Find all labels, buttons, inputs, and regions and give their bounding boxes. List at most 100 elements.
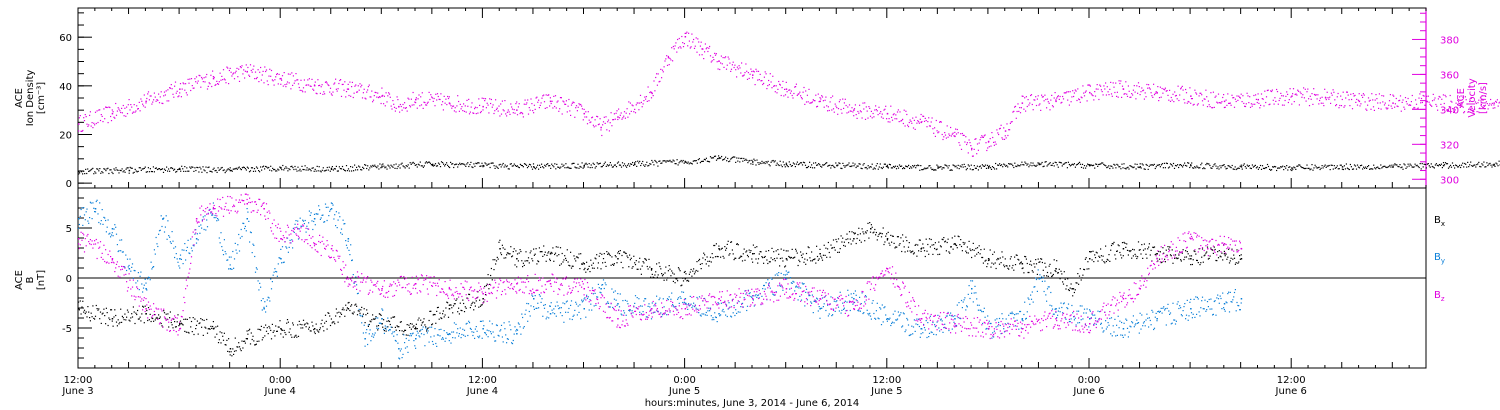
velocity-series-point xyxy=(1120,80,1122,82)
velocity-series-point xyxy=(795,83,797,85)
density-series-point xyxy=(295,168,297,170)
density-series-point xyxy=(634,162,636,164)
density-series-point xyxy=(1403,163,1405,165)
velocity-series-point xyxy=(1297,90,1300,92)
density-series-point xyxy=(1196,165,1198,167)
velocity-tick-label: 360 xyxy=(1440,70,1459,81)
velocity-series-point xyxy=(784,88,786,90)
density-series-point xyxy=(691,163,693,165)
velocity-series-point xyxy=(846,112,848,114)
velocity-series-point xyxy=(371,90,373,92)
velocity-series-point xyxy=(174,81,177,83)
density-series-point xyxy=(1280,166,1282,168)
velocity-series-point xyxy=(454,107,456,109)
velocity-series-point xyxy=(814,100,816,102)
velocity-series-point xyxy=(264,66,266,68)
velocity-series-point xyxy=(979,139,981,141)
velocity-series-point xyxy=(275,76,277,78)
velocity-series-point xyxy=(377,97,380,99)
density-series-point xyxy=(1202,168,1204,170)
velocity-series-point xyxy=(1099,84,1101,86)
density-series-point xyxy=(508,168,510,170)
velocity-series-point xyxy=(574,116,576,118)
density-series-point xyxy=(1376,166,1378,169)
velocity-series-point xyxy=(1249,106,1252,108)
density-series-point xyxy=(985,167,988,169)
density-series-point xyxy=(1073,163,1075,165)
density-series-point xyxy=(448,166,450,168)
density-series-point xyxy=(589,167,591,169)
density-series-point xyxy=(803,162,806,164)
velocity-series-point xyxy=(339,79,341,82)
density-series-point xyxy=(1165,162,1167,164)
velocity-series-point xyxy=(812,99,814,101)
density-series-point xyxy=(1243,163,1245,165)
density-series-point xyxy=(431,164,433,167)
density-series-point xyxy=(174,168,176,170)
density-series-point xyxy=(1235,168,1237,171)
density-series-point xyxy=(345,165,348,167)
velocity-series-point xyxy=(1111,95,1113,97)
density-series-point xyxy=(1185,164,1187,167)
velocity-series-point xyxy=(730,70,732,72)
velocity-series-point xyxy=(597,124,599,126)
density-series-point xyxy=(290,166,292,168)
density-series-point xyxy=(351,170,353,172)
velocity-series-point xyxy=(115,114,118,116)
density-series-point xyxy=(312,167,314,169)
velocity-series-point xyxy=(1146,83,1148,86)
velocity-series-point xyxy=(1261,98,1263,100)
density-series-point xyxy=(710,157,713,159)
velocity-series-point xyxy=(114,117,116,119)
velocity-series-point xyxy=(617,118,619,121)
velocity-series-point xyxy=(1153,94,1156,96)
velocity-series-point xyxy=(154,96,156,98)
velocity-series-point xyxy=(530,98,532,100)
density-series-point xyxy=(616,162,619,164)
velocity-series-point xyxy=(631,104,633,106)
density-series-point xyxy=(1317,167,1319,169)
velocity-series-point xyxy=(1456,107,1458,109)
velocity-series-point xyxy=(1362,93,1364,95)
velocity-series-point xyxy=(571,102,573,104)
velocity-series-point xyxy=(1138,86,1140,88)
velocity-series-point xyxy=(284,84,286,86)
velocity-series-point xyxy=(841,112,843,114)
velocity-series-point xyxy=(1083,92,1085,94)
density-series-point xyxy=(105,170,107,172)
velocity-series-point xyxy=(580,103,582,106)
velocity-series-point xyxy=(992,136,994,139)
density-series-point xyxy=(1234,166,1236,168)
velocity-series-point xyxy=(333,83,335,85)
velocity-series-point xyxy=(281,75,284,77)
velocity-series-point xyxy=(972,155,974,157)
velocity-series-point xyxy=(784,94,787,96)
density-series-point xyxy=(768,164,770,166)
density-series-point xyxy=(559,167,561,169)
velocity-series-data-point xyxy=(920,121,922,124)
velocity-series-point xyxy=(1346,91,1348,93)
density-series-point xyxy=(1030,162,1032,164)
velocity-series-point xyxy=(402,103,404,106)
velocity-series-point xyxy=(1493,104,1495,106)
density-series-point xyxy=(857,165,859,167)
velocity-series-point xyxy=(1288,99,1290,101)
velocity-series-point xyxy=(779,84,781,86)
density-series-point xyxy=(949,169,951,171)
density-series-point xyxy=(203,169,205,171)
velocity-series-point xyxy=(632,105,634,107)
density-series-point xyxy=(106,168,108,170)
velocity-series-point xyxy=(1463,111,1466,113)
velocity-series-point xyxy=(912,117,914,119)
velocity-series-point xyxy=(687,45,689,47)
density-series-point xyxy=(526,167,529,169)
density-series-point xyxy=(288,168,290,170)
density-series-point xyxy=(888,163,890,165)
velocity-series-point xyxy=(551,100,553,102)
velocity-series-point xyxy=(1093,99,1095,101)
density-series-point xyxy=(1497,165,1499,167)
density-series-point xyxy=(1278,167,1280,169)
density-series-point xyxy=(311,167,313,169)
density-series-point xyxy=(497,167,499,169)
velocity-series-point xyxy=(511,106,513,108)
